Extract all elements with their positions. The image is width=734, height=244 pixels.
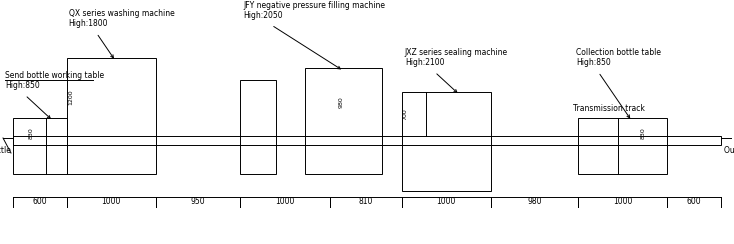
Text: 830: 830 bbox=[641, 128, 645, 139]
Text: 830: 830 bbox=[29, 128, 34, 139]
Text: JXZ series sealing machine: JXZ series sealing machine bbox=[404, 48, 508, 57]
Text: Transmission track: Transmission track bbox=[573, 104, 645, 113]
Bar bbox=[67, 58, 156, 174]
Text: 600: 600 bbox=[687, 197, 702, 206]
Text: QX series washing machine: QX series washing machine bbox=[68, 9, 174, 18]
Text: 1000: 1000 bbox=[437, 197, 456, 206]
Bar bbox=[13, 118, 67, 174]
Text: 700: 700 bbox=[402, 108, 407, 120]
Bar bbox=[401, 92, 491, 191]
Text: Collection bottle table: Collection bottle table bbox=[576, 48, 661, 57]
Bar bbox=[578, 118, 667, 174]
Text: 980: 980 bbox=[528, 197, 542, 206]
Text: 1000: 1000 bbox=[101, 197, 121, 206]
Text: High:2100: High:2100 bbox=[404, 58, 444, 67]
Text: 1000: 1000 bbox=[275, 197, 294, 206]
Text: Send bottle working table: Send bottle working table bbox=[5, 71, 104, 80]
Text: High:2050: High:2050 bbox=[244, 11, 283, 20]
Text: 1000: 1000 bbox=[613, 197, 633, 206]
Text: 600: 600 bbox=[32, 197, 47, 206]
Text: into bottle: into bottle bbox=[0, 146, 11, 155]
Text: High:850: High:850 bbox=[5, 81, 40, 90]
Bar bbox=[13, 136, 721, 145]
Text: 980: 980 bbox=[338, 96, 344, 108]
Bar bbox=[305, 68, 382, 174]
Text: JFY negative pressure filling machine: JFY negative pressure filling machine bbox=[244, 1, 385, 10]
Text: Out bottl: Out bottl bbox=[724, 146, 734, 155]
Text: High:850: High:850 bbox=[576, 58, 611, 67]
Text: 1200: 1200 bbox=[68, 89, 73, 105]
Text: 810: 810 bbox=[358, 197, 373, 206]
Text: High:1800: High:1800 bbox=[68, 19, 108, 28]
Text: 950: 950 bbox=[191, 197, 206, 206]
Bar bbox=[240, 80, 276, 174]
